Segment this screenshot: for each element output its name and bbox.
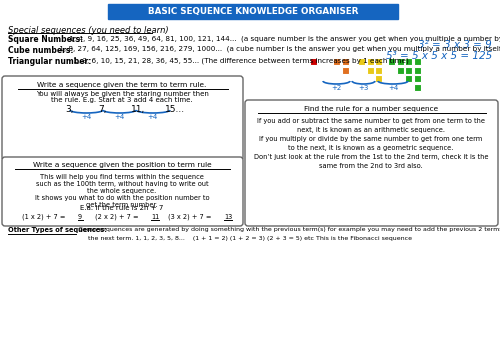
FancyBboxPatch shape [2,76,243,160]
Text: +3: +3 [358,85,368,91]
Text: to the next, it is known as a geometric sequence.: to the next, it is known as a geometric … [288,145,454,151]
Text: E.a. If the rule is 2n + 7: E.a. If the rule is 2n + 7 [80,205,164,211]
Bar [342,58,348,65]
Text: Square Numbers:: Square Numbers: [8,35,83,44]
Text: Write a sequence given the term to term rule.: Write a sequence given the term to term … [38,82,206,88]
Bar [414,75,420,82]
Text: 1, 3, 6, 10, 15, 21, 28, 36, 45, 55... (The difference between terms increases b: 1, 3, 6, 10, 15, 21, 28, 36, 45, 55... (… [71,57,409,64]
Text: (3 x 2) + 7 =: (3 x 2) + 7 = [168,214,214,221]
Text: get the term number.: get the term number. [86,202,158,208]
Text: same from the 2nd to 3rd also.: same from the 2nd to 3rd also. [319,163,423,169]
Text: Don’t just look at the rule from the 1st to the 2nd term, check it is the: Don’t just look at the rule from the 1st… [254,154,488,160]
Bar [414,84,420,90]
Text: 11,: 11, [131,105,145,114]
Bar [414,58,420,65]
Text: 3,: 3, [65,105,74,114]
Text: such as the 100th term, without having to write out: such as the 100th term, without having t… [36,181,208,187]
Bar [366,66,374,73]
Bar [375,58,382,65]
Bar [310,58,317,65]
Text: If you multiply or divide by the same number to get from one term: If you multiply or divide by the same nu… [260,136,482,142]
Text: +4: +4 [114,114,124,120]
Text: This will help you find terms within the sequence: This will help you find terms within the… [40,174,204,180]
Text: 5³ = 5 x 5 x 5 = 125: 5³ = 5 x 5 x 5 = 125 [386,51,492,61]
FancyBboxPatch shape [2,157,243,226]
Bar [405,75,412,82]
Text: (1 x 2) + 7 =: (1 x 2) + 7 = [22,214,68,221]
Text: Triangular number:: Triangular number: [8,57,91,66]
Text: 3² = 3 x 3 = 9: 3² = 3 x 3 = 9 [418,40,492,50]
Text: 7,: 7, [98,105,106,114]
Bar [396,66,404,73]
Bar [366,58,374,65]
FancyBboxPatch shape [108,4,398,19]
Bar [333,58,340,65]
Bar [414,66,420,73]
FancyBboxPatch shape [245,100,498,226]
Text: (2 x 2) + 7 =: (2 x 2) + 7 = [95,214,140,221]
Text: Other Types of sequences:: Other Types of sequences: [8,227,107,233]
Text: Some sequences are generated by doing something with the previous term(s) for ex: Some sequences are generated by doing so… [77,227,500,232]
Text: the next term. 1, 1, 2, 3, 5, 8...    (1 + 1 = 2) (1 + 2 = 3) (2 + 3 = 5) etc Th: the next term. 1, 1, 2, 3, 5, 8... (1 + … [88,236,412,241]
Text: the rule. E.g. Start at 3 add 4 each time.: the rule. E.g. Start at 3 add 4 each tim… [51,97,193,103]
Text: 11: 11 [151,214,159,220]
Text: +2: +2 [331,85,341,91]
Text: 13: 13 [224,214,232,220]
Text: +4: +4 [388,85,398,91]
Text: next, it is known as an arithmetic sequence.: next, it is known as an arithmetic seque… [297,127,445,133]
Text: the whole sequence.: the whole sequence. [88,188,156,194]
Bar [388,58,395,65]
Bar [375,75,382,82]
Text: It shows you what to do with the position number to: It shows you what to do with the positio… [34,195,210,201]
Bar [396,58,404,65]
Bar [405,58,412,65]
Text: 1, 8, 27, 64, 125, 169, 156, 216, 279, 1000...  (a cube number is the answer you: 1, 8, 27, 64, 125, 169, 156, 216, 279, 1… [57,46,500,53]
Text: If you add or subtract the same number to get from one term to the: If you add or subtract the same number t… [257,118,485,124]
Text: 1, 4, 9, 16, 25, 36, 49, 64, 81, 100, 121, 144...  (a square number is the answe: 1, 4, 9, 16, 25, 36, 49, 64, 81, 100, 12… [67,35,500,42]
Text: +4: +4 [147,114,157,120]
Text: Special sequences (you need to learn): Special sequences (you need to learn) [8,26,168,35]
Text: +4: +4 [81,114,91,120]
Text: Write a sequence given the position to term rule: Write a sequence given the position to t… [32,162,212,168]
Bar [342,66,348,73]
Text: You will always be given the staring number then: You will always be given the staring num… [36,91,208,97]
Text: 9: 9 [78,214,82,220]
Text: Find the rule for a number sequence: Find the rule for a number sequence [304,106,438,112]
Bar [405,66,412,73]
Text: Cube numbers:: Cube numbers: [8,46,74,55]
Text: BASIC SEQUENCE KNOWLEDGE ORGANISER: BASIC SEQUENCE KNOWLEDGE ORGANISER [148,7,358,16]
Bar [358,58,365,65]
Bar [375,66,382,73]
Text: 15...: 15... [165,105,185,114]
